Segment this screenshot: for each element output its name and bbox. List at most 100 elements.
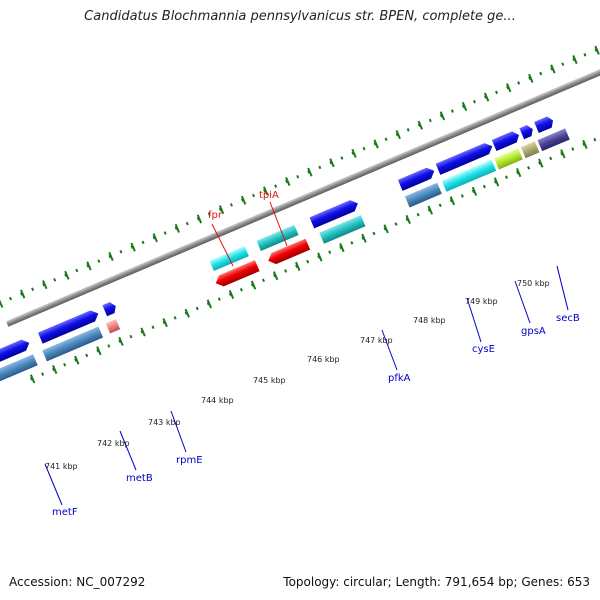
inner-major-ticks — [29, 139, 588, 384]
major-tick — [550, 64, 556, 74]
kbp-label: 743 kbp — [148, 418, 181, 427]
kbp-label: 748 kbp — [413, 316, 446, 325]
gene-feature[interactable] — [520, 141, 540, 159]
gene-labels: fpr tpiA metF metB rpmE pfkA cysE gpsA s… — [52, 190, 580, 518]
kbp-label: 745 kbp — [253, 376, 286, 385]
major-tick — [329, 158, 335, 168]
gene-label-pfkA[interactable]: pfkA — [388, 373, 411, 384]
major-tick — [538, 158, 544, 168]
major-tick — [560, 149, 566, 159]
major-tick — [130, 242, 136, 252]
metF-gene[interactable] — [0, 354, 38, 387]
tpiA-gene[interactable] — [256, 224, 299, 252]
major-tick — [405, 214, 411, 224]
kbp-label: 747 kbp — [360, 336, 393, 345]
major-tick — [295, 261, 301, 271]
rpmE-gene[interactable] — [105, 319, 121, 334]
gene-feature[interactable] — [266, 238, 311, 267]
major-tick — [20, 289, 26, 299]
gene-feature[interactable] — [519, 124, 535, 140]
major-tick — [395, 130, 401, 140]
gene-label-tpiA[interactable]: tpiA — [259, 190, 279, 201]
kbp-label: 749 kbp — [465, 297, 498, 306]
major-tick — [439, 111, 446, 121]
gene-label-metF[interactable]: metF — [52, 507, 78, 518]
major-tick — [74, 355, 80, 365]
map-title: Candidatus Blochmannia pennsylvanicus st… — [84, 9, 516, 24]
major-tick — [240, 195, 247, 205]
gene-feature[interactable] — [102, 301, 118, 317]
major-tick — [383, 224, 389, 234]
major-tick — [228, 289, 235, 300]
major-tick — [361, 233, 367, 243]
major-tick — [152, 233, 158, 243]
major-tick — [506, 83, 512, 93]
major-tick — [206, 299, 213, 309]
gene-label-cysE[interactable]: cysE — [472, 344, 495, 355]
major-tick — [528, 73, 534, 83]
gene-feature[interactable] — [309, 198, 361, 229]
topology-text: Topology: circular; Length: 791,654 bp; … — [283, 575, 590, 589]
kbp-labels: 741 kbp 742 kbp 743 kbp 744 kbp 745 kbp … — [45, 279, 550, 471]
major-tick — [317, 252, 323, 262]
pfkA-gene[interactable] — [319, 215, 366, 244]
gene-label-gpsA[interactable]: gpsA — [521, 326, 546, 337]
gene-label-secB[interactable]: secB — [556, 313, 580, 324]
gene-feature[interactable] — [537, 128, 570, 152]
major-tick — [263, 186, 269, 196]
secB-gene[interactable] — [494, 148, 523, 170]
kbp-label: 750 kbp — [517, 279, 550, 288]
major-tick — [373, 139, 379, 149]
major-tick — [493, 177, 500, 187]
major-tick — [449, 196, 456, 206]
gene-feature[interactable] — [435, 141, 495, 175]
gene-label-metB[interactable]: metB — [126, 473, 153, 484]
major-tick — [29, 374, 36, 384]
gene-feature[interactable] — [37, 308, 101, 344]
major-tick — [417, 120, 424, 130]
gene-feature[interactable] — [213, 260, 260, 289]
gene-feature[interactable] — [491, 129, 522, 152]
major-tick — [351, 148, 357, 158]
gene-label-rpmE[interactable]: rpmE — [176, 455, 203, 466]
genome-backbone — [5, 0, 600, 327]
major-tick — [86, 261, 92, 271]
major-tick — [174, 223, 181, 233]
major-tick — [162, 318, 168, 328]
gene-leader-lines — [44, 201, 569, 506]
gene-label-fpr[interactable]: fpr — [208, 210, 223, 221]
gene-feature[interactable] — [397, 165, 437, 191]
major-tick — [594, 45, 600, 55]
metB-gene[interactable] — [42, 326, 104, 362]
major-tick — [140, 327, 146, 337]
major-tick — [572, 55, 578, 65]
accession-text: Accession: NC_007292 — [9, 575, 146, 589]
kbp-label: 746 kbp — [307, 355, 340, 364]
gpsA-gene[interactable] — [441, 159, 497, 192]
major-tick — [42, 280, 48, 290]
major-tick — [582, 139, 588, 149]
major-tick — [52, 364, 58, 375]
major-tick — [96, 346, 102, 356]
major-tick — [471, 186, 478, 196]
major-tick — [196, 214, 203, 224]
major-tick — [307, 167, 313, 177]
major-tick — [118, 336, 124, 346]
outer-major-ticks — [0, 45, 600, 308]
major-tick — [339, 243, 345, 253]
major-tick — [515, 168, 522, 178]
major-tick — [218, 205, 225, 215]
major-tick — [285, 176, 291, 187]
major-tick — [64, 270, 70, 280]
major-tick — [184, 308, 190, 318]
kbp-label: 742 kbp — [97, 439, 130, 448]
gene-feature[interactable] — [0, 337, 32, 370]
cysE-gene[interactable] — [404, 182, 442, 208]
kbp-label: 741 kbp — [45, 462, 78, 471]
major-tick — [461, 101, 468, 111]
major-tick — [108, 251, 114, 262]
major-tick — [250, 280, 257, 290]
kbp-label: 744 kbp — [201, 396, 234, 405]
gene-feature[interactable] — [534, 115, 555, 134]
